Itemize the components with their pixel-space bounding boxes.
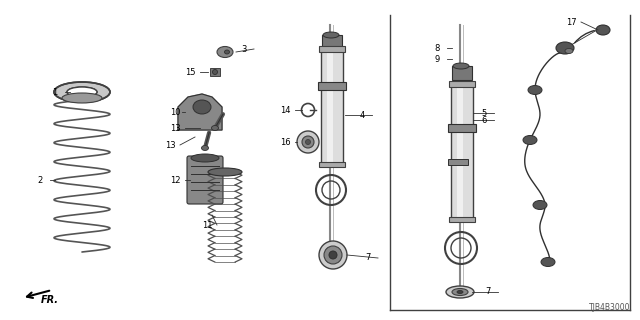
Ellipse shape: [329, 251, 337, 259]
Ellipse shape: [324, 246, 342, 264]
Ellipse shape: [193, 100, 211, 114]
Ellipse shape: [596, 25, 610, 35]
Ellipse shape: [305, 140, 310, 145]
Text: 16: 16: [280, 138, 291, 147]
Bar: [448, 159, 468, 165]
Polygon shape: [178, 94, 222, 130]
Bar: [448, 124, 476, 132]
FancyBboxPatch shape: [187, 156, 223, 204]
Text: 8: 8: [435, 44, 440, 52]
Text: 6: 6: [481, 116, 486, 124]
Ellipse shape: [541, 258, 555, 267]
Ellipse shape: [565, 49, 573, 53]
Ellipse shape: [217, 46, 233, 58]
Ellipse shape: [523, 135, 537, 145]
Text: 5: 5: [481, 108, 486, 117]
Text: 7: 7: [365, 253, 371, 262]
Bar: [319, 46, 345, 52]
Bar: [449, 81, 475, 87]
Ellipse shape: [208, 168, 242, 176]
Ellipse shape: [528, 85, 542, 94]
Text: 12: 12: [170, 175, 180, 185]
Ellipse shape: [556, 42, 574, 54]
Bar: [210, 68, 220, 76]
Ellipse shape: [225, 50, 230, 54]
Ellipse shape: [67, 87, 97, 97]
Text: 7: 7: [485, 287, 491, 297]
Text: 17: 17: [566, 18, 576, 27]
Text: 11: 11: [202, 220, 212, 229]
Text: 14: 14: [280, 106, 291, 115]
Text: 13: 13: [164, 140, 175, 149]
Ellipse shape: [191, 154, 219, 162]
Ellipse shape: [211, 125, 218, 131]
Ellipse shape: [302, 136, 314, 148]
Text: 3: 3: [241, 44, 246, 53]
Bar: [457, 85, 463, 220]
Ellipse shape: [446, 286, 474, 298]
Ellipse shape: [202, 146, 209, 150]
Ellipse shape: [62, 93, 102, 103]
Text: 2: 2: [37, 175, 43, 185]
Ellipse shape: [533, 201, 547, 210]
Bar: [452, 66, 472, 80]
Bar: [318, 82, 346, 90]
Text: 1: 1: [52, 87, 58, 97]
Bar: [322, 35, 342, 50]
Text: TJB4B3000: TJB4B3000: [589, 303, 630, 312]
Text: 13: 13: [170, 124, 180, 132]
Ellipse shape: [54, 82, 110, 102]
Ellipse shape: [212, 69, 218, 75]
Ellipse shape: [453, 63, 469, 69]
Ellipse shape: [297, 131, 319, 153]
Text: 15: 15: [185, 68, 195, 76]
Bar: [321, 50, 343, 165]
Text: FR.: FR.: [41, 295, 59, 305]
Text: 4: 4: [360, 110, 365, 119]
Bar: [449, 217, 475, 222]
Text: 10: 10: [170, 108, 180, 116]
Bar: [451, 85, 473, 220]
Ellipse shape: [319, 241, 347, 269]
Ellipse shape: [323, 32, 339, 38]
Text: 9: 9: [435, 54, 440, 63]
Bar: [319, 162, 345, 167]
Ellipse shape: [457, 291, 463, 293]
Ellipse shape: [452, 289, 468, 295]
Bar: [327, 50, 333, 165]
